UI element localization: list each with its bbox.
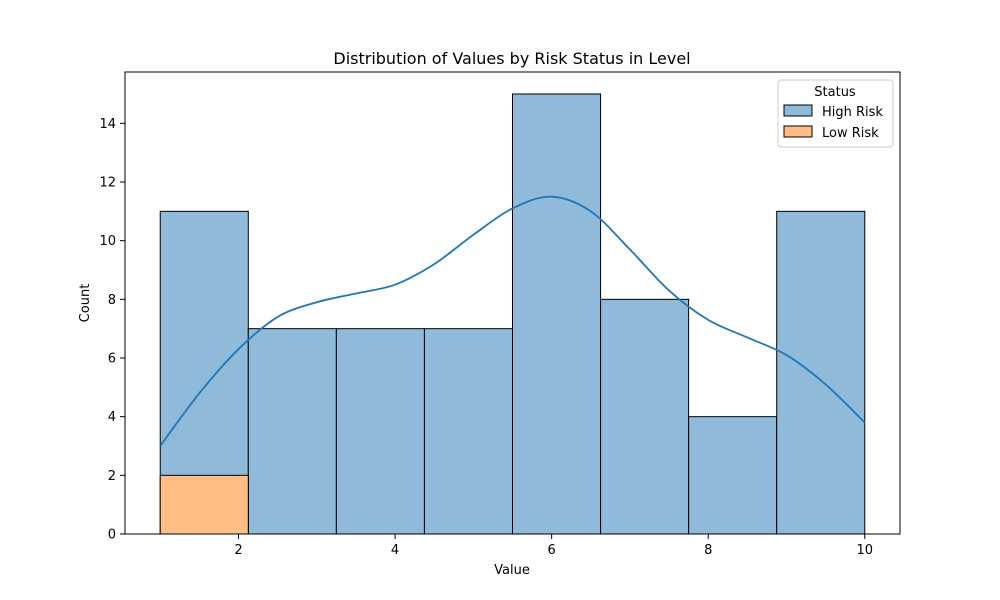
- legend: Status High Risk Low Risk: [777, 79, 894, 148]
- x-tick-label: 6: [548, 543, 556, 558]
- x-tick-label: 8: [704, 543, 712, 558]
- legend-swatch-high-risk: [783, 104, 813, 117]
- y-tick-label: 4: [108, 410, 116, 425]
- x-axis: 2 4 6 8 10: [234, 534, 873, 558]
- y-tick-label: 6: [108, 352, 116, 367]
- legend-swatch-low-risk: [783, 125, 813, 138]
- plot-frame: [124, 71, 901, 535]
- bars-layer: [159, 93, 866, 535]
- y-axis-label: Count: [78, 284, 93, 323]
- bar-high-risk-3: [423, 328, 514, 535]
- bar-high-risk-2: [335, 328, 425, 535]
- y-axis: 0 2 4 6 8 10 12 14: [99, 117, 125, 543]
- legend-label-low-risk: Low Risk: [822, 126, 879, 141]
- legend-label-high-risk: High Risk: [822, 105, 883, 120]
- bar-high-risk-6: [688, 416, 778, 535]
- x-tick-label: 10: [856, 543, 873, 558]
- kde-line-high-risk: [159, 195, 866, 447]
- kde-layer: [159, 195, 866, 447]
- y-tick-label: 0: [108, 528, 116, 543]
- y-tick-label: 14: [99, 117, 116, 132]
- y-tick-label: 12: [99, 176, 116, 191]
- y-tick-label: 8: [108, 293, 116, 308]
- legend-title: Status: [814, 85, 856, 100]
- y-tick-label: 10: [99, 234, 116, 249]
- x-tick-label: 2: [234, 543, 242, 558]
- bar-high-risk-5: [600, 298, 690, 535]
- bar-low-risk-0: [159, 474, 249, 535]
- bar-high-risk-4: [512, 93, 602, 535]
- y-tick-label: 2: [108, 469, 116, 484]
- chart-title: Distribution of Values by Risk Status in…: [333, 49, 690, 68]
- bar-high-risk-1: [247, 328, 337, 535]
- x-axis-label: Value: [494, 563, 530, 578]
- x-tick-label: 4: [391, 543, 399, 558]
- bar-high-risk-7: [776, 210, 866, 535]
